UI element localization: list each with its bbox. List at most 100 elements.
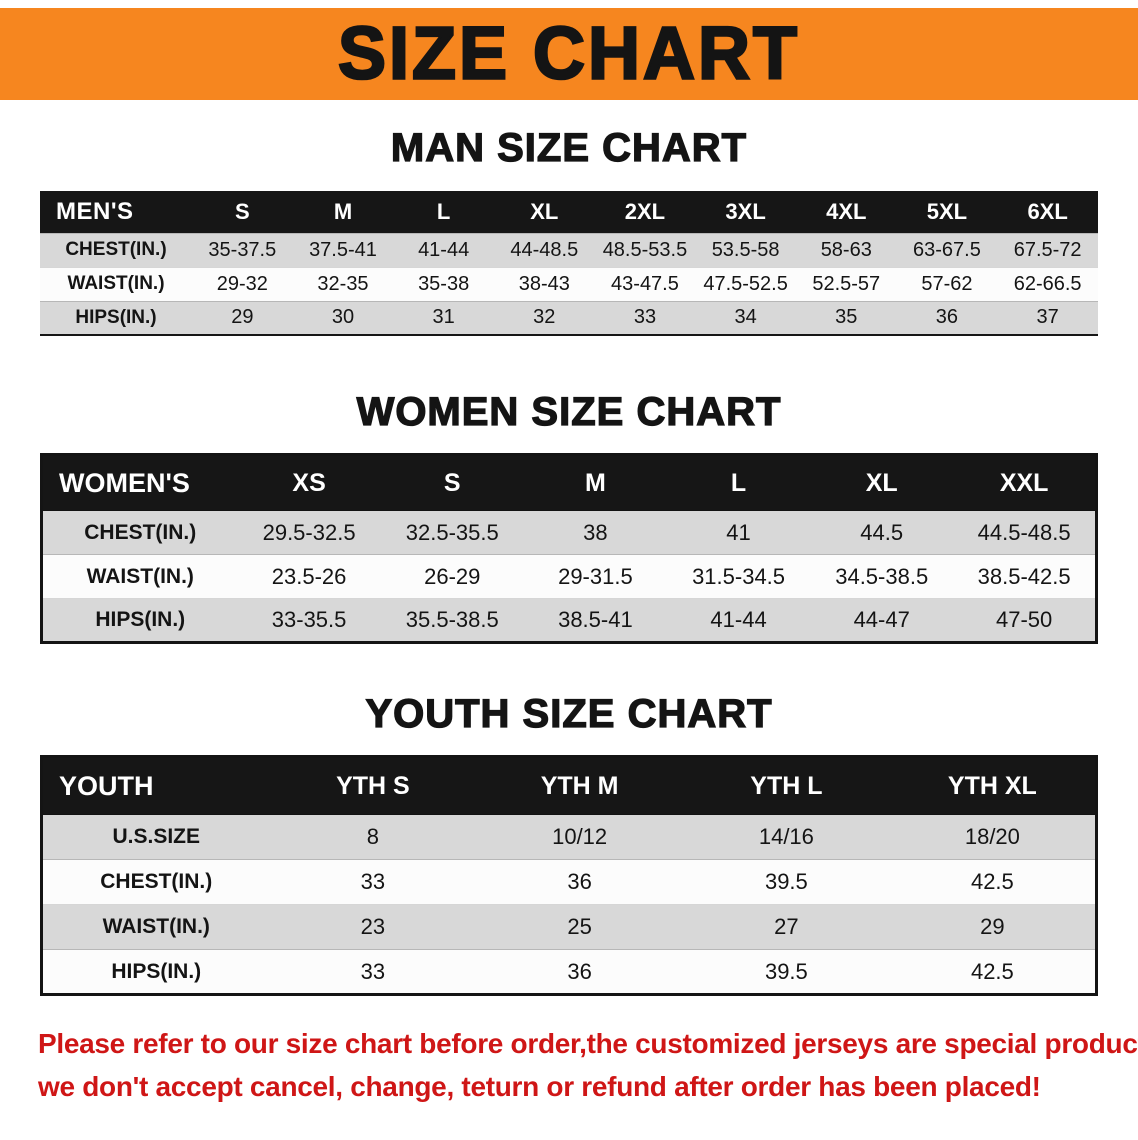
women-section: WOMEN SIZE CHART WOMEN'S XS S M L XL XXL…	[0, 389, 1138, 644]
size-header-cell: XXL	[953, 454, 1097, 511]
data-cell: 38.5-42.5	[977, 563, 1071, 589]
data-cell: 52.5-57	[812, 272, 881, 295]
size-header-cell: 5XL	[896, 191, 998, 233]
note-line-2: we don't accept cancel, change, teturn o…	[38, 1071, 1041, 1103]
data-cell: 36	[567, 869, 592, 894]
table-row: WAIST(IN.) 29-32 32-35 35-38 38-43 43-47…	[40, 267, 1098, 301]
size-header-cell: 2XL	[594, 191, 696, 233]
data-cell: 58-63	[820, 238, 872, 261]
data-cell: 57-62	[921, 272, 973, 295]
data-cell: 35-37.5	[208, 238, 277, 261]
data-cell: 44-48.5	[510, 238, 579, 261]
youth-section: YOUTH SIZE CHART YOUTH YTH S YTH M YTH L…	[0, 691, 1138, 996]
data-cell: 32	[533, 306, 556, 329]
table-header-row: YOUTH YTH S YTH M YTH L YTH XL	[41, 756, 1097, 815]
data-cell: 36	[935, 306, 959, 329]
row-label: HIPS(IN.)	[75, 306, 157, 328]
page-title: SIZE CHART	[337, 12, 800, 97]
size-header-cell: XS	[237, 454, 381, 511]
men-table-name: MEN'S	[40, 191, 192, 233]
data-cell: 29	[231, 306, 254, 329]
banner: SIZE CHART	[0, 8, 1138, 100]
size-header-cell: M	[523, 454, 667, 511]
size-header-cell: YTH XL	[889, 756, 1097, 815]
size-header-cell: 4XL	[795, 191, 897, 233]
data-cell: 14/16	[758, 824, 814, 849]
data-cell: 67.5-72	[1013, 238, 1082, 261]
data-cell: 29.5-32.5	[262, 519, 356, 545]
women-section-title: WOMEN SIZE CHART	[356, 389, 782, 434]
data-cell: 38-43	[518, 272, 570, 295]
women-size-table: WOMEN'S XS S M L XL XXL CHEST(IN.) 29.5-…	[40, 453, 1098, 644]
men-section: MAN SIZE CHART MEN'S S M L XL 2XL 3XL 4X…	[0, 125, 1138, 336]
row-label: CHEST(IN.)	[84, 520, 197, 544]
data-cell: 44-47	[853, 607, 910, 632]
data-cell: 63-67.5	[913, 238, 981, 261]
data-cell: 23	[360, 914, 386, 939]
data-cell: 62-66.5	[1013, 272, 1082, 295]
row-label: WAIST(IN.)	[86, 564, 194, 588]
table-row: HIPS(IN.) 29 30 31 32 33 34 35 36 37	[40, 301, 1098, 335]
data-cell: 41-44	[710, 607, 767, 632]
data-cell: 30	[331, 306, 355, 329]
size-header-cell: XL	[810, 454, 954, 511]
data-cell: 38	[583, 519, 608, 545]
data-cell: 29-32	[216, 272, 268, 295]
table-row: WAIST(IN.) 23.5-26 26-29 29-31.5 31.5-34…	[41, 554, 1097, 599]
data-cell: 27	[774, 914, 799, 939]
data-cell: 31.5-34.5	[692, 563, 786, 589]
data-cell: 47-50	[996, 607, 1053, 632]
data-cell: 35.5-38.5	[405, 607, 499, 632]
size-header-cell: YTH S	[269, 756, 477, 815]
table-row: WAIST(IN.) 23 25 27 29	[41, 904, 1097, 950]
data-cell: 38.5-41	[558, 607, 633, 632]
data-cell: 26-29	[424, 563, 481, 589]
data-cell: 31	[432, 306, 455, 329]
table-row: CHEST(IN.) 33 36 39.5 42.5	[41, 859, 1097, 905]
table-header-row: WOMEN'S XS S M L XL XXL	[41, 454, 1097, 511]
data-cell: 43-47.5	[611, 272, 679, 295]
data-cell: 39.5	[764, 958, 808, 984]
data-cell: 47.5-52.5	[703, 272, 788, 295]
row-label: WAIST(IN.)	[102, 915, 210, 938]
data-cell: 10/12	[552, 824, 608, 849]
data-cell: 41-44	[418, 238, 470, 261]
data-cell: 33	[360, 958, 386, 984]
data-cell: 39.5	[764, 869, 808, 894]
data-cell: 44.5	[860, 519, 904, 545]
data-cell: 36	[567, 958, 592, 984]
size-header-cell: M	[292, 191, 394, 233]
data-cell: 25	[567, 914, 592, 939]
table-header-row: MEN'S S M L XL 2XL 3XL 4XL 5XL 6XL	[40, 191, 1098, 233]
size-header-cell: S	[380, 454, 524, 511]
data-cell: 32.5-35.5	[405, 519, 499, 545]
footer-note: Please refer to our size chart before or…	[38, 1022, 1138, 1109]
data-cell: 37.5-41	[309, 238, 377, 261]
size-header-cell: L	[666, 454, 811, 511]
data-cell: 37	[1036, 306, 1059, 329]
table-row: HIPS(IN.) 33-35.5 35.5-38.5 38.5-41 41-4…	[41, 598, 1097, 643]
data-cell: 42.5	[970, 958, 1014, 984]
data-cell: 44.5-48.5	[977, 519, 1071, 545]
data-cell: 18/20	[964, 824, 1020, 849]
data-cell: 34.5-38.5	[835, 563, 929, 589]
size-header-cell: YTH M	[476, 756, 683, 815]
data-cell: 34	[734, 306, 757, 329]
data-cell: 42.5	[970, 869, 1014, 894]
size-header-cell: L	[393, 191, 494, 233]
data-cell: 41	[726, 519, 751, 545]
youth-table-name: YOUTH	[41, 756, 270, 815]
data-cell: 33-35.5	[271, 607, 347, 632]
table-row: HIPS(IN.) 33 36 39.5 42.5	[41, 949, 1097, 995]
data-cell: 23.5-26	[271, 563, 347, 589]
data-cell: 29-31.5	[558, 563, 633, 589]
row-label: WAIST(IN.)	[67, 273, 165, 294]
men-section-title: MAN SIZE CHART	[390, 125, 748, 170]
data-cell: 33	[360, 869, 386, 894]
row-label: CHEST(IN.)	[100, 870, 213, 893]
size-header-cell: YTH L	[683, 756, 890, 815]
women-table-name: WOMEN'S	[41, 454, 238, 511]
data-cell: 29	[980, 914, 1005, 939]
size-header-cell: S	[192, 191, 293, 233]
row-label: HIPS(IN.)	[111, 959, 202, 983]
